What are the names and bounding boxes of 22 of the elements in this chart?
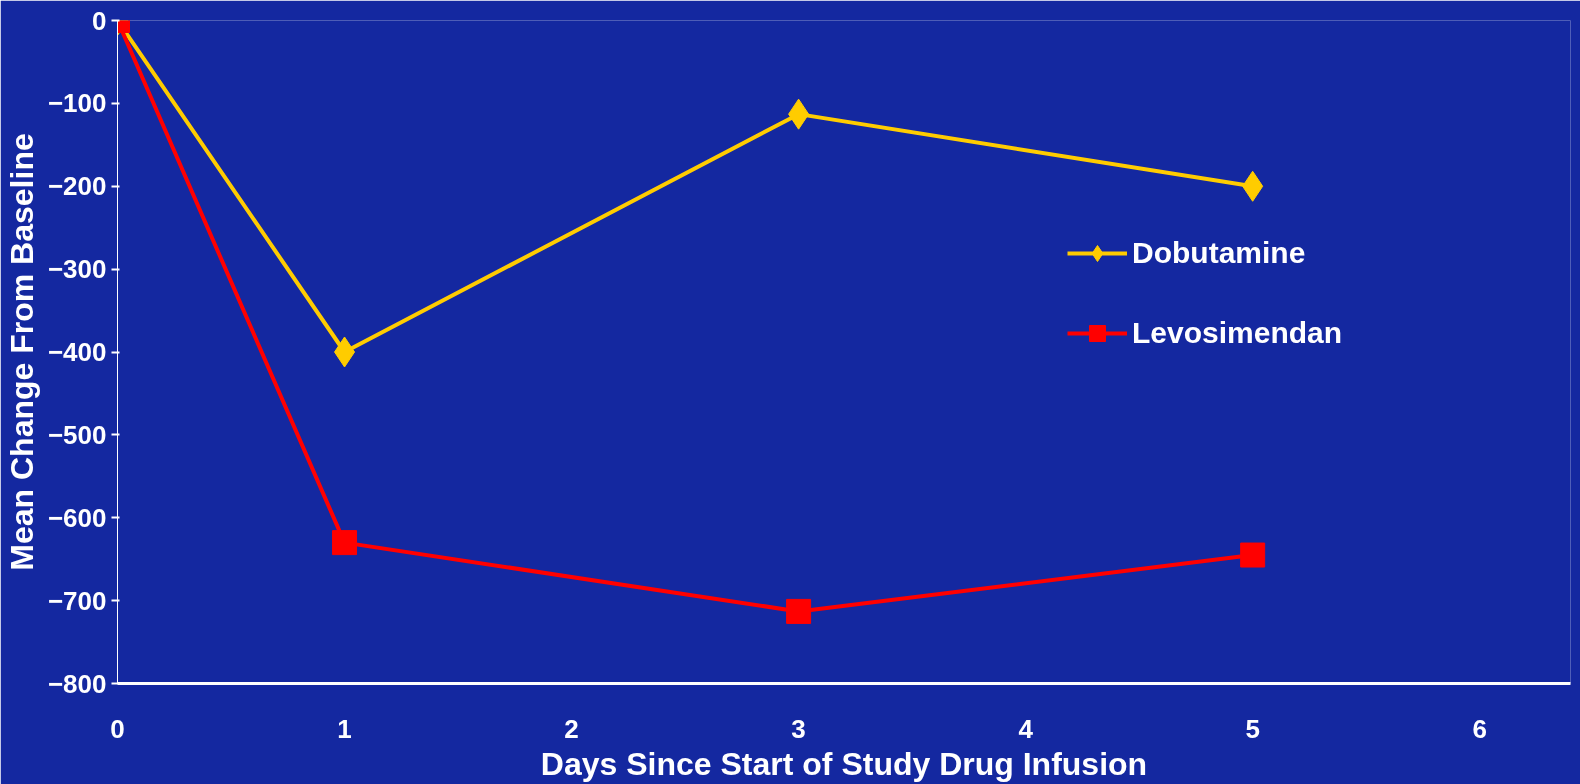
- y-tick-label: 0: [92, 5, 107, 36]
- y-tick-label: −500: [47, 419, 107, 450]
- x-tick-label: 6: [1472, 713, 1487, 744]
- point: [786, 598, 812, 624]
- point: [332, 530, 358, 556]
- y-tick-label: −200: [47, 171, 107, 202]
- y-axis-title: Mean Change From Baseline: [3, 133, 40, 571]
- y-tick-label: −700: [47, 585, 107, 616]
- legend-label: Levosimendan: [1132, 316, 1343, 350]
- x-tick-label: 2: [564, 713, 579, 744]
- x-tick-label: 3: [791, 713, 806, 744]
- x-tick-label: 1: [337, 713, 352, 744]
- point: [1240, 542, 1266, 568]
- legend-label: Dobutamine: [1132, 236, 1306, 270]
- y-tick-label: −100: [47, 88, 107, 119]
- x-axis-title: Days Since Start of Study Drug Infusion: [540, 745, 1148, 782]
- y-tick-label: −400: [47, 337, 107, 367]
- x-tick-label: 5: [1245, 713, 1260, 744]
- y-tick-label: −600: [47, 502, 107, 533]
- x-tick-label: 4: [1018, 713, 1034, 744]
- y-tick-label: −800: [47, 668, 107, 699]
- y-tick-label: −300: [47, 254, 107, 285]
